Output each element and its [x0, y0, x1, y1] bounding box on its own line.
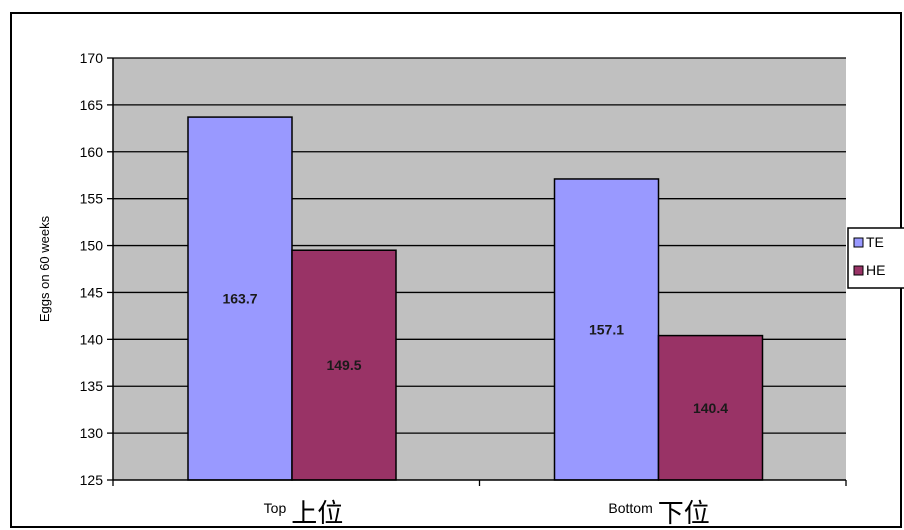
legend: TE HE [847, 227, 904, 289]
legend-swatch-he [853, 265, 864, 276]
y-tick-label: 170 [80, 50, 104, 66]
axes [107, 57, 847, 486]
legend-label-te: TE [866, 234, 884, 250]
data-label: 157.1 [589, 321, 624, 337]
y-tick-label: 125 [80, 472, 104, 488]
y-tick-label: 135 [80, 378, 104, 394]
x-tick-label-en: Bottom [608, 500, 652, 516]
bar-he-top [291, 249, 397, 481]
x-tick-label-zh: 上位 [291, 498, 343, 528]
x-tick-labels: Top 上位 Bottom 下位 [264, 498, 710, 528]
data-label: 149.5 [326, 357, 361, 373]
bar-te-top [187, 116, 293, 481]
bars [187, 116, 764, 481]
y-tick-label: 165 [80, 97, 104, 113]
y-axis-label: Eggs on 60 weeks [37, 215, 52, 322]
data-label: 140.4 [693, 400, 728, 416]
y-tick-label: 130 [80, 425, 104, 441]
legend-label-he: HE [866, 262, 885, 278]
y-tick-label: 160 [80, 144, 104, 160]
x-tick-label: Bottom 下位 [608, 498, 709, 528]
y-tick-label: 150 [80, 238, 104, 254]
x-tick-label: Top 上位 [264, 498, 344, 528]
data-labels: 163.7 149.5 157.1 140.4 [222, 291, 728, 416]
y-tick-label: 145 [80, 284, 104, 300]
y-tick-label: 140 [80, 331, 104, 347]
y-tick-labels: 125 130 135 140 145 150 155 160 165 170 [80, 50, 104, 488]
legend-swatch-te [853, 237, 864, 248]
x-tick-label-en: Top [264, 500, 287, 516]
x-tick-label-zh: 下位 [658, 498, 710, 528]
y-tick-label: 155 [80, 191, 104, 207]
bar-te-bottom [553, 178, 660, 481]
data-label: 163.7 [222, 291, 257, 307]
